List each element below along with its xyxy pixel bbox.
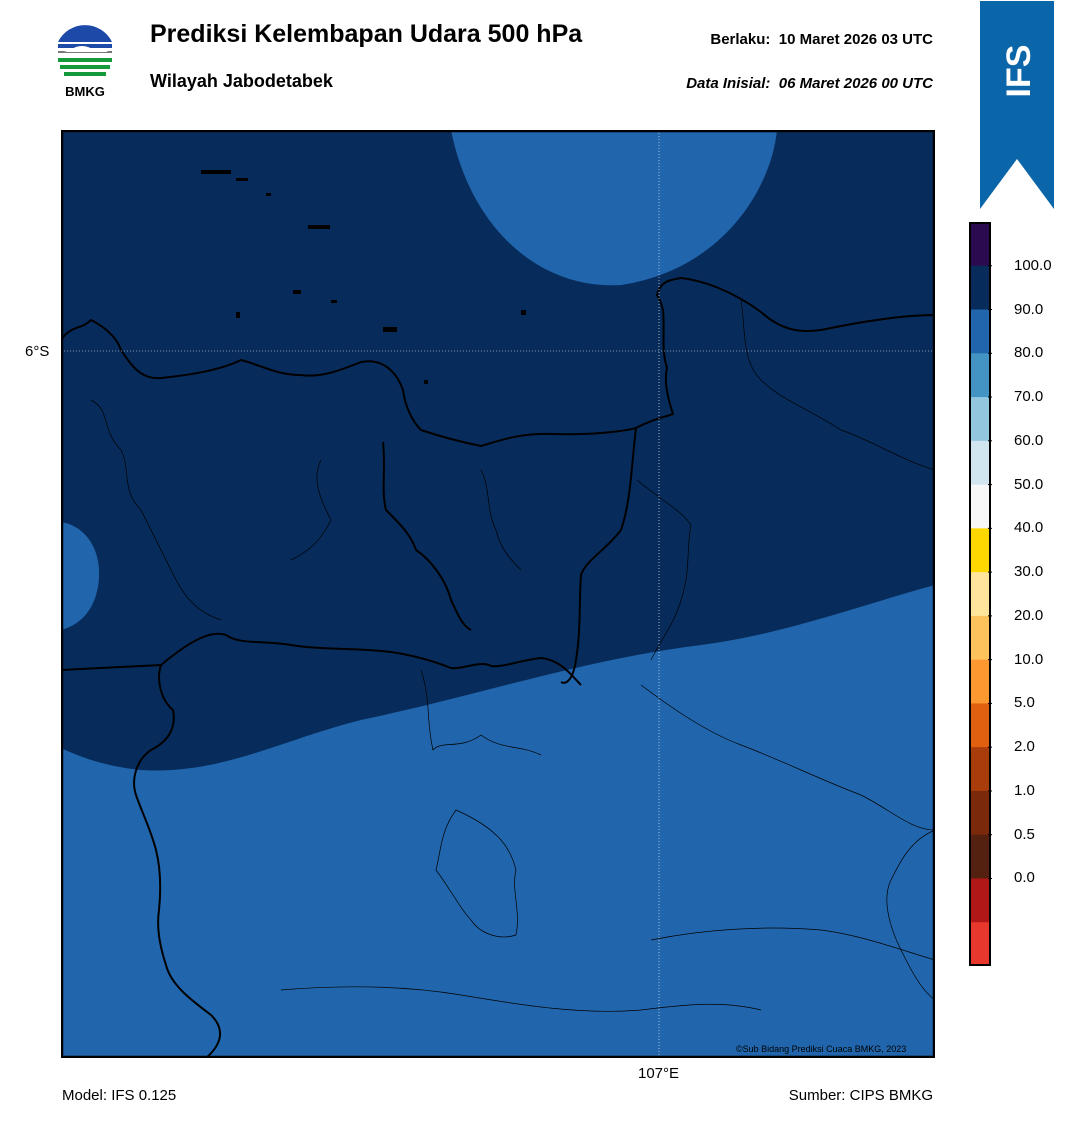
valid-label: Berlaku: [710,31,771,48]
init-time-value: 06 Maret 2026 00 UTC [778,75,933,92]
coastlines [61,277,935,1058]
colorbar-tick-label: 90.0 [1014,300,1044,318]
ifs-badge-text: IFS [1000,45,1038,98]
lon-label-107e: 107°E [638,1065,680,1082]
colorbar-segment [970,353,990,398]
colorbar-segment [970,572,990,617]
copyright-text: ©Sub Bidang Prediksi Cuaca BMKG, 2023 [736,1044,907,1054]
islands [201,170,526,384]
source-label: Sumber: CIPS BMKG [788,1087,933,1104]
lat-label-6s: 6°S [25,343,50,360]
colorbar-tick-label: 50.0 [1014,475,1044,493]
colorbar-segment [970,265,990,311]
map-subtitle: Wilayah Jabodetabek [150,71,333,91]
humidity-map[interactable] [61,130,935,1058]
colorbar-segment [970,222,990,267]
bmkg-logo-icon [55,23,115,85]
colorbar [969,222,992,966]
valid-time-value: 10 Maret 2026 03 UTC [778,31,933,48]
init-time: Data Inisial: 06 Maret 2026 00 UTC [686,75,933,92]
colorbar-border [969,222,991,966]
colorbar-segment [970,922,990,966]
map-frame [61,130,935,1058]
colorbar-tick-label: 0.0 [1014,869,1035,887]
ifs-ribbon-badge: IFS [980,1,1054,209]
colorbar-segment [970,528,990,573]
colorbar-tick-label: 5.0 [1014,694,1035,712]
map-title: Prediksi Kelembapan Udara 500 hPa [150,20,583,48]
colorbar-segment [970,440,990,486]
colorbar-segment [970,484,990,529]
colorbar-segment [970,834,990,879]
colorbar-tick-label: 2.0 [1014,738,1035,756]
colorbar-tick-label: 0.5 [1014,825,1035,843]
colorbar-segment [970,615,990,661]
colorbar-segment [970,878,990,923]
colorbar-tick-label: 80.0 [1014,344,1044,362]
colorbar-tick-label: 60.0 [1014,431,1044,449]
colorbar-segment [970,397,990,442]
logo-text: BMKG [65,84,105,99]
colorbar-segment [970,790,990,836]
colorbar-tick-label: 30.0 [1014,563,1044,581]
colorbar-segment [970,309,990,354]
model-label: Model: IFS 0.125 [62,1087,177,1104]
init-label: Data Inisial: [686,75,771,92]
humidity-bulge-north [451,130,777,286]
colorbar-segment [970,659,990,704]
admin-boundaries [90,299,935,1012]
colorbar-tick-label: 20.0 [1014,606,1044,624]
colorbar-tick-label: 1.0 [1014,781,1035,799]
colorbar-tick-label: 40.0 [1014,519,1044,537]
colorbar-tick-label: 70.0 [1014,388,1044,406]
humidity-bulge-west [61,522,100,630]
colorbar-segment [970,747,990,792]
colorbar-tick-label: 10.0 [1014,650,1044,668]
humidity-field-90-100 [61,130,935,771]
valid-time: Berlaku: 10 Maret 2026 03 UTC [710,31,933,48]
colorbar-segment [970,703,990,748]
colorbar-tick-label: 100.0 [1014,256,1052,274]
